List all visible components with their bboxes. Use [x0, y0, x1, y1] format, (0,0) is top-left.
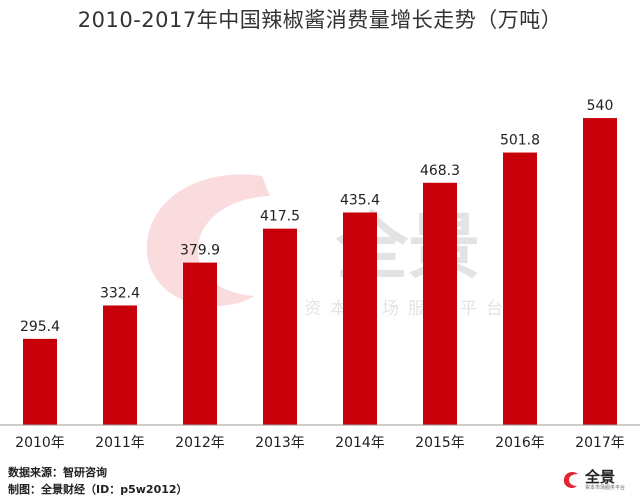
bar-2013年 — [263, 228, 297, 425]
x-tick-label: 2013年 — [255, 435, 305, 451]
bars — [23, 118, 617, 426]
x-tick-label: 2016年 — [495, 435, 545, 451]
value-label: 468.3 — [420, 163, 460, 179]
bar-2010年 — [23, 338, 57, 425]
bar-2012年 — [183, 262, 217, 425]
value-label: 501.8 — [500, 133, 540, 149]
bar-2011年 — [103, 305, 137, 425]
value-label: 435.4 — [340, 192, 380, 208]
brand-logo: 全景 资本市场服务平台 — [562, 468, 632, 492]
watermark-logo-icon — [146, 174, 270, 306]
x-tick-label: 2014年 — [335, 435, 385, 451]
x-tick-label: 2012年 — [175, 435, 225, 451]
watermark-tagline: 资本市场服务平台 — [304, 299, 512, 319]
x-tick-label: 2015年 — [415, 435, 465, 451]
x-tick-label: 2010年 — [15, 435, 65, 451]
chart-title: 2010-2017年中国辣椒酱消费量增长走势（万吨） — [77, 8, 563, 32]
bar-2015年 — [423, 182, 457, 425]
chart-credit: 制图：全景财经（ID：p5w2012） — [8, 483, 188, 496]
value-label: 295.4 — [20, 319, 60, 335]
brand-logo-icon — [563, 471, 578, 488]
value-label: 417.5 — [260, 209, 300, 225]
value-label: 540 — [587, 98, 614, 114]
value-labels: 295.4 332.4 379.9 417.5 435.4 468.3 501.8 540 — [20, 98, 613, 335]
data-source: 数据来源：智研咨询 — [8, 466, 107, 479]
bar-2017年 — [583, 118, 617, 426]
value-label: 332.4 — [100, 285, 140, 301]
x-axis-tick-labels: 2010年 2011年 2012年 2013年 2014年 2015年 2016年 2017年 — [15, 435, 625, 451]
bar-2016年 — [503, 152, 537, 425]
x-tick-label: 2017年 — [575, 435, 625, 451]
brand-logo-sub: 资本市场服务平台 — [585, 484, 626, 491]
brand-logo-text: 全景 — [585, 467, 616, 486]
x-tick-label: 2011年 — [95, 435, 145, 451]
bar-2014年 — [343, 212, 377, 425]
footer: 数据来源：智研咨询 制图：全景财经（ID：p5w2012） — [8, 464, 188, 498]
value-label: 379.9 — [180, 243, 220, 259]
